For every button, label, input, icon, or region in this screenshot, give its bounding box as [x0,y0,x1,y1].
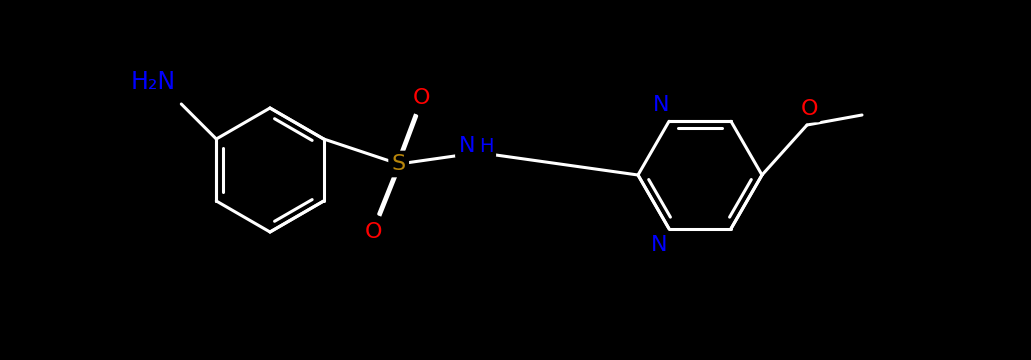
Text: O: O [413,88,431,108]
Text: H₂N: H₂N [131,70,176,94]
Text: S: S [392,154,406,174]
Text: O: O [800,99,818,119]
Text: N: N [651,235,667,255]
Text: H: H [478,136,493,156]
Text: N: N [653,95,669,115]
Text: N: N [459,136,475,156]
Text: O: O [365,222,383,242]
